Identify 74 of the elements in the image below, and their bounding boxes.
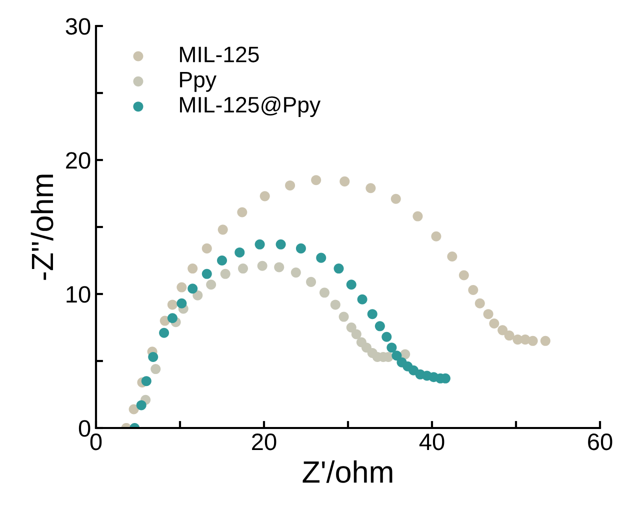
point xyxy=(206,280,216,290)
point xyxy=(311,175,322,186)
point xyxy=(234,247,245,258)
point xyxy=(216,255,228,266)
point xyxy=(357,294,368,304)
x-tick-label: 40 xyxy=(419,433,444,450)
point xyxy=(489,318,500,328)
point xyxy=(188,284,198,294)
point xyxy=(148,352,158,362)
y-tick-label: 0 xyxy=(78,420,90,437)
point xyxy=(290,268,301,278)
point xyxy=(167,300,178,310)
point xyxy=(167,313,178,324)
point xyxy=(346,280,356,290)
point xyxy=(540,336,550,346)
point xyxy=(319,288,330,298)
point xyxy=(338,312,349,322)
x-tick-label: 20 xyxy=(252,433,276,450)
point xyxy=(296,243,306,254)
point xyxy=(202,268,212,279)
point xyxy=(382,332,392,342)
point xyxy=(150,364,161,374)
point xyxy=(276,239,286,250)
point xyxy=(330,300,340,310)
point xyxy=(447,251,458,262)
point xyxy=(128,404,139,414)
point xyxy=(366,183,376,194)
point xyxy=(220,268,230,279)
point xyxy=(218,224,228,235)
legend-label: Ppy xyxy=(180,72,216,92)
point xyxy=(458,270,469,280)
point xyxy=(351,329,362,340)
y-tick-label: 20 xyxy=(66,152,90,169)
point xyxy=(285,180,296,190)
point xyxy=(498,325,508,336)
point xyxy=(340,176,350,186)
point xyxy=(386,342,397,353)
point xyxy=(528,336,538,346)
point xyxy=(188,264,198,274)
point xyxy=(474,298,485,308)
point xyxy=(412,211,423,222)
point xyxy=(346,322,356,333)
y-axis-title: -Z''/ohm xyxy=(30,174,54,280)
point xyxy=(483,309,494,320)
point xyxy=(367,309,378,320)
point xyxy=(202,243,212,254)
point xyxy=(334,264,344,274)
x-tick-label: 0 xyxy=(90,433,102,450)
x-tick-label: 60 xyxy=(588,433,612,450)
point xyxy=(390,194,401,204)
point xyxy=(374,321,385,332)
y-tick-label: 10 xyxy=(66,286,90,303)
y-tick-label: 30 xyxy=(66,18,90,35)
legend-label: MIL-125@Ppy xyxy=(180,96,321,118)
point xyxy=(504,330,514,341)
point xyxy=(176,282,187,292)
point xyxy=(159,328,170,338)
point xyxy=(431,231,442,242)
point xyxy=(136,400,146,410)
x-axis-title: Z'/ohm xyxy=(302,460,392,483)
point xyxy=(316,252,326,263)
point xyxy=(306,276,316,287)
point xyxy=(274,262,284,272)
point xyxy=(468,284,478,295)
point xyxy=(238,264,248,274)
point xyxy=(192,290,203,300)
point xyxy=(392,350,402,361)
point xyxy=(237,207,248,218)
legend-label: MIL-125 xyxy=(180,46,259,62)
point xyxy=(141,376,152,386)
point xyxy=(260,191,270,202)
point xyxy=(176,298,187,308)
point xyxy=(257,260,268,271)
point xyxy=(254,239,265,250)
